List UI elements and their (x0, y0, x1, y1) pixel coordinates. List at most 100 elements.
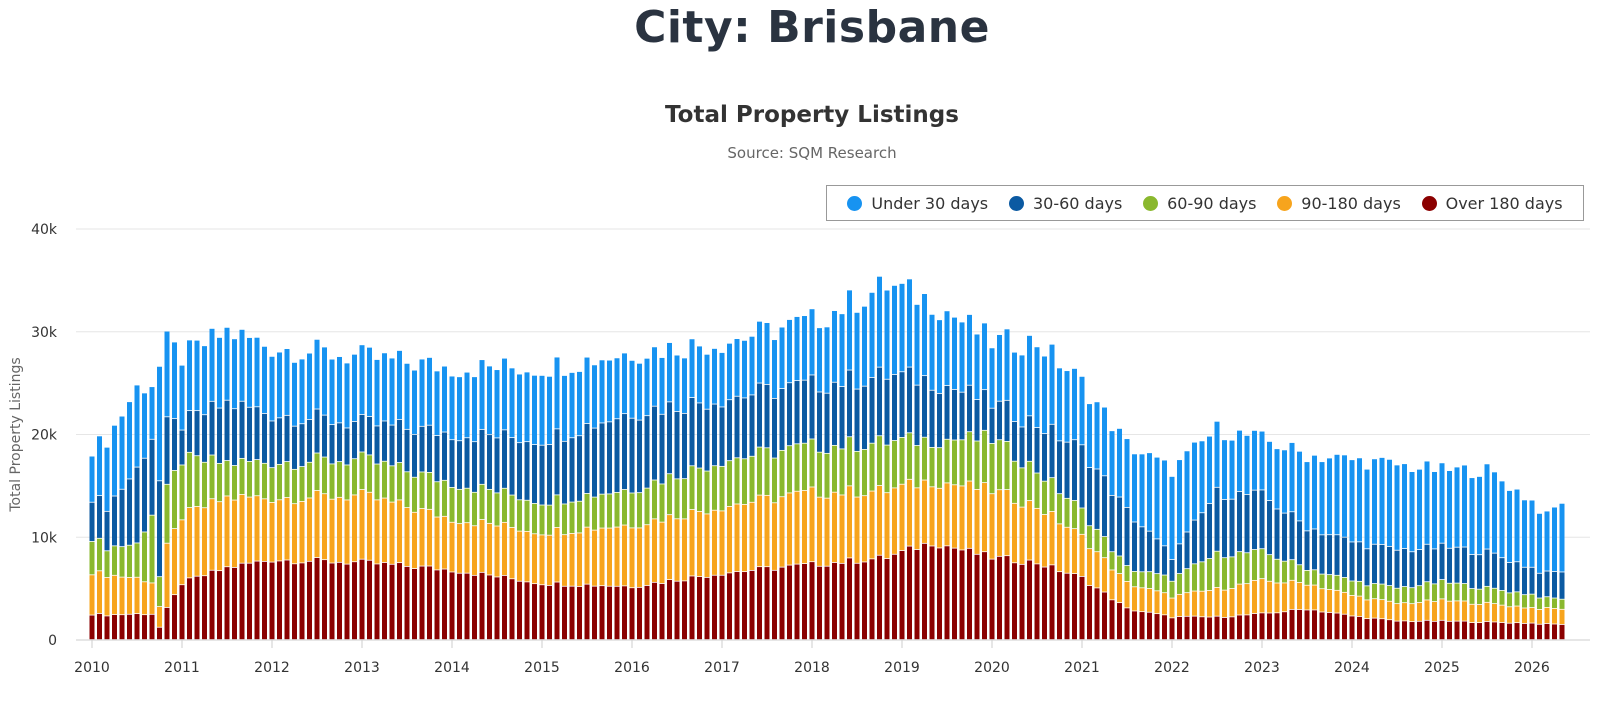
bar-segment-30-60-days[interactable] (337, 423, 342, 462)
bar-segment-under-30-days[interactable] (727, 343, 732, 400)
bar-stack[interactable] (749, 336, 755, 640)
bar-segment-90-180-days[interactable] (607, 528, 612, 586)
bar-segment-over-180-days[interactable] (757, 567, 762, 640)
bar-segment-30-60-days[interactable] (1124, 507, 1130, 566)
bar-segment-90-180-days[interactable] (502, 522, 507, 576)
bar-segment-30-60-days[interactable] (899, 372, 905, 438)
bar-segment-over-180-days[interactable] (929, 546, 935, 640)
bar-stack[interactable] (209, 328, 215, 640)
bar-segment-over-180-days[interactable] (269, 562, 275, 640)
bar-segment-under-30-days[interactable] (382, 353, 387, 421)
bar-segment-over-180-days[interactable] (674, 581, 680, 640)
bar-segment-under-30-days[interactable] (1102, 407, 1107, 476)
bar-segment-over-180-days[interactable] (427, 566, 432, 640)
bar-segment-90-180-days[interactable] (247, 497, 252, 563)
bar-segment-60-90-days[interactable] (997, 440, 1002, 490)
bar-stack[interactable] (584, 357, 590, 640)
bar-segment-over-180-days[interactable] (907, 546, 912, 640)
bar-segment-30-60-days[interactable] (1327, 535, 1332, 575)
bar-segment-90-180-days[interactable] (944, 483, 950, 546)
bar-segment-30-60-days[interactable] (1019, 427, 1025, 468)
bar-segment-under-30-days[interactable] (472, 377, 477, 442)
bar-segment-60-90-days[interactable] (434, 482, 440, 517)
bar-segment-30-60-days[interactable] (637, 420, 642, 493)
bar-segment-over-180-days[interactable] (1184, 616, 1190, 640)
bar-stack[interactable] (697, 346, 702, 640)
bar-stack[interactable] (824, 327, 830, 640)
bar-segment-60-90-days[interactable] (869, 443, 875, 491)
bar-stack[interactable] (562, 375, 567, 640)
bar-segment-over-180-days[interactable] (659, 583, 665, 640)
bar-stack[interactable] (1199, 441, 1205, 640)
bar-stack[interactable] (224, 327, 230, 640)
bar-segment-under-30-days[interactable] (899, 283, 905, 372)
bar-segment-over-180-days[interactable] (1154, 614, 1160, 640)
bar-segment-over-180-days[interactable] (487, 575, 492, 640)
bar-segment-30-60-days[interactable] (434, 435, 440, 482)
bar-segment-90-180-days[interactable] (1529, 607, 1535, 623)
bar-segment-60-90-days[interactable] (1499, 590, 1505, 605)
bar-segment-30-60-days[interactable] (1469, 554, 1475, 589)
bar-segment-90-180-days[interactable] (344, 500, 350, 564)
bar-segment-under-30-days[interactable] (599, 360, 605, 423)
bar-segment-over-180-days[interactable] (1334, 613, 1340, 640)
bar-segment-under-30-days[interactable] (202, 346, 207, 415)
bar-stack[interactable] (254, 337, 260, 640)
bar-segment-30-60-days[interactable] (1252, 490, 1257, 550)
bar-segment-60-90-days[interactable] (1177, 573, 1182, 594)
bar-segment-over-180-days[interactable] (1027, 560, 1032, 640)
bar-stack[interactable] (817, 328, 822, 640)
bar-segment-30-60-days[interactable] (599, 423, 605, 494)
bar-segment-30-60-days[interactable] (794, 381, 800, 444)
bar-segment-under-30-days[interactable] (1462, 465, 1467, 547)
bar-segment-over-180-days[interactable] (1544, 623, 1550, 640)
bar-segment-over-180-days[interactable] (899, 550, 905, 640)
bar-segment-30-60-days[interactable] (1522, 567, 1527, 595)
bar-stack[interactable] (419, 359, 425, 640)
bar-segment-60-90-days[interactable] (547, 505, 552, 535)
bar-segment-under-30-days[interactable] (794, 316, 800, 381)
bar-segment-90-180-days[interactable] (749, 502, 755, 571)
bar-segment-30-60-days[interactable] (554, 429, 560, 495)
bar-segment-60-90-days[interactable] (247, 461, 252, 497)
bar-segment-60-90-days[interactable] (382, 461, 387, 498)
bar-segment-90-180-days[interactable] (734, 504, 740, 572)
bar-segment-60-90-days[interactable] (652, 480, 657, 519)
bar-segment-under-30-days[interactable] (877, 276, 882, 367)
bar-stack[interactable] (1439, 463, 1445, 640)
bar-segment-30-60-days[interactable] (1297, 521, 1302, 565)
bar-stack[interactable] (1477, 476, 1482, 640)
bar-segment-under-30-days[interactable] (1064, 371, 1070, 442)
bar-segment-under-30-days[interactable] (832, 310, 837, 382)
bar-stack[interactable] (164, 331, 170, 640)
bar-segment-30-60-days[interactable] (712, 404, 717, 466)
bar-segment-under-30-days[interactable] (952, 317, 957, 390)
bar-segment-90-180-days[interactable] (1237, 584, 1242, 615)
bar-segment-90-180-days[interactable] (1409, 604, 1415, 622)
bar-segment-over-180-days[interactable] (1537, 624, 1542, 640)
bar-segment-under-30-days[interactable] (1199, 441, 1205, 513)
bar-segment-over-180-days[interactable] (449, 572, 455, 640)
bar-segment-60-90-days[interactable] (584, 493, 590, 527)
bar-segment-30-60-days[interactable] (1312, 529, 1317, 570)
bar-segment-30-60-days[interactable] (487, 435, 492, 489)
bar-segment-60-90-days[interactable] (187, 452, 192, 508)
bar-stack[interactable] (1267, 441, 1272, 640)
bar-segment-60-90-days[interactable] (929, 447, 935, 487)
bar-segment-60-90-days[interactable] (832, 445, 837, 492)
bar-segment-60-90-days[interactable] (1559, 599, 1565, 609)
bar-segment-over-180-days[interactable] (209, 570, 215, 640)
bar-segment-over-180-days[interactable] (1079, 576, 1085, 640)
bar-segment-90-180-days[interactable] (442, 516, 447, 569)
bar-segment-30-60-days[interactable] (1537, 573, 1542, 598)
bar-segment-under-30-days[interactable] (584, 357, 590, 424)
bar-segment-over-180-days[interactable] (1342, 614, 1347, 640)
bar-segment-30-60-days[interactable] (809, 375, 815, 439)
bar-segment-under-30-days[interactable] (1499, 481, 1505, 558)
bar-segment-under-30-days[interactable] (412, 370, 417, 435)
bar-segment-60-90-days[interactable] (164, 484, 170, 543)
bar-segment-60-90-days[interactable] (1507, 593, 1512, 607)
bar-segment-90-180-days[interactable] (832, 492, 837, 563)
bar-segment-30-60-days[interactable] (1507, 562, 1512, 593)
bar-segment-30-60-days[interactable] (1229, 499, 1235, 557)
